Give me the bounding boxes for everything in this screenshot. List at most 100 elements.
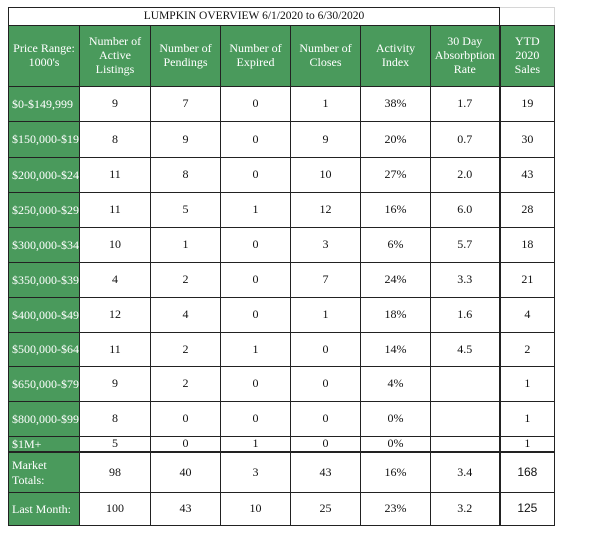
table-row: $200,000-$249,99911801027%2.043 — [8, 157, 556, 193]
pendings-cell: 5 — [150, 192, 221, 228]
closes-cell: 25 — [290, 491, 361, 526]
ytd-sales-cell: 18 — [498, 227, 556, 263]
header-expired: Number of Expired — [220, 25, 291, 87]
active-listings-cell: 11 — [79, 157, 151, 193]
price-range-cell: $1M+ — [8, 436, 80, 454]
ytd-sales-cell: 19 — [498, 86, 556, 122]
expired-cell: 0 — [220, 227, 291, 263]
ytd-sales-cell: 43 — [498, 157, 556, 193]
header-price-range: Price Range: 1000's — [8, 25, 80, 87]
activity-index-cell: 16% — [360, 192, 431, 228]
table-row: $800,000-$999,99980000%1 — [8, 401, 556, 437]
price-range-cell: $500,000-$649,999 — [8, 332, 80, 367]
activity-index-cell: 24% — [360, 262, 431, 298]
closes-cell: 0 — [290, 366, 361, 402]
ytd-sales-cell: 168 — [498, 451, 556, 493]
price-range-cell: Market Totals: — [8, 451, 80, 493]
header-closes: Number of Closes — [290, 25, 361, 87]
closes-cell: 1 — [290, 297, 361, 333]
table-row: $1M+ 5 0 1 0 0% 1 — [8, 436, 556, 454]
expired-cell: 0 — [220, 366, 291, 402]
pendings-cell: 9 — [150, 121, 221, 158]
closes-cell: 0 — [290, 436, 361, 454]
table-row: Market Totals: 98 40 3 43 16% 3.4 168 — [8, 451, 556, 493]
header-ytd-sales: YTD 2020 Sales — [498, 25, 556, 87]
active-listings-cell: 9 — [79, 86, 151, 122]
table-row: Last Month: 100 43 10 25 23% 3.2 125 — [8, 491, 556, 526]
expired-cell: 0 — [220, 401, 291, 437]
expired-cell: 0 — [220, 121, 291, 158]
closes-cell: 10 — [290, 157, 361, 193]
active-listings-cell: 11 — [79, 192, 151, 228]
table-row: $350,000-$399,999420724%3.321 — [8, 262, 556, 298]
activity-index-cell: 0% — [360, 401, 431, 437]
pendings-cell: 1 — [150, 227, 221, 263]
closes-cell: 0 — [290, 332, 361, 367]
expired-cell: 10 — [220, 491, 291, 526]
absorption-rate-cell: 3.2 — [429, 491, 501, 526]
expired-cell: 0 — [220, 297, 291, 333]
closes-cell: 0 — [290, 401, 361, 437]
active-listings-cell: 9 — [79, 366, 151, 402]
closes-cell: 1 — [290, 86, 361, 122]
table-row: $400,000-$499,9991240118%1.64 — [8, 297, 556, 333]
pendings-cell: 4 — [150, 297, 221, 333]
table-row: $0-$149,999 9 7 0 1 38% 1.7 19 — [8, 86, 556, 122]
table-row: $250,000-$299,99911511216%6.028 — [8, 192, 556, 228]
ytd-sales-cell: 125 — [498, 491, 556, 526]
activity-index-cell: 4% — [360, 366, 431, 402]
ytd-sales-cell: 4 — [498, 297, 556, 333]
expired-cell: 1 — [220, 436, 291, 454]
report-title: LUMPKIN OVERVIEW 6/1/2020 to 6/30/2020 — [7, 7, 501, 26]
price-range-cell: $650,000-$799,999 — [8, 366, 80, 402]
active-listings-cell: 100 — [79, 491, 151, 526]
price-range-cell: $150,000-$199,999 — [8, 121, 80, 158]
closes-cell: 3 — [290, 227, 361, 263]
pendings-cell: 2 — [150, 262, 221, 298]
absorption-rate-cell: 5.7 — [429, 227, 501, 263]
pendings-cell: 7 — [150, 86, 221, 122]
pendings-cell: 8 — [150, 157, 221, 193]
price-range-cell: Last Month: — [8, 491, 80, 526]
absorption-rate-cell — [429, 366, 501, 402]
expired-cell: 3 — [220, 451, 291, 493]
activity-index-cell: 6% — [360, 227, 431, 263]
pendings-cell: 0 — [150, 401, 221, 437]
table-body: $0-$149,999970138%1.719$150,000-$199,999… — [8, 86, 556, 526]
activity-index-cell: 14% — [360, 332, 431, 367]
table-row: $650,000-$799,99992004%1 — [8, 366, 556, 402]
activity-index-cell: 18% — [360, 297, 431, 333]
ytd-sales-cell: 1 — [498, 366, 556, 402]
activity-index-cell: 20% — [360, 121, 431, 158]
absorption-rate-cell: 4.5 — [429, 332, 501, 367]
price-range-cell: $350,000-$399,999 — [8, 262, 80, 298]
active-listings-cell: 11 — [79, 332, 151, 367]
price-range-cell: $0-$149,999 — [8, 86, 80, 122]
lumpkin-overview-table: LUMPKIN OVERVIEW 6/1/2020 to 6/30/2020 P… — [7, 7, 556, 526]
absorption-rate-cell: 1.6 — [429, 297, 501, 333]
pendings-cell: 0 — [150, 436, 221, 454]
active-listings-cell: 8 — [79, 121, 151, 158]
price-range-cell: $200,000-$249,999 — [8, 157, 80, 193]
pendings-cell: 2 — [150, 332, 221, 367]
absorption-rate-cell: 3.3 — [429, 262, 501, 298]
closes-cell: 12 — [290, 192, 361, 228]
active-listings-cell: 8 — [79, 401, 151, 437]
header-pendings: Number of Pendings — [150, 25, 221, 87]
absorption-rate-cell: 1.7 — [429, 86, 501, 122]
active-listings-cell: 98 — [79, 451, 151, 493]
pendings-cell: 40 — [150, 451, 221, 493]
active-listings-cell: 4 — [79, 262, 151, 298]
pendings-cell: 2 — [150, 366, 221, 402]
activity-index-cell: 23% — [360, 491, 431, 526]
absorption-rate-cell: 2.0 — [429, 157, 501, 193]
absorption-rate-cell — [429, 401, 501, 437]
table-row: $150,000-$199,999890920%0.730 — [8, 121, 556, 158]
ytd-sales-cell: 1 — [498, 436, 556, 454]
price-range-cell: $300,000-$349,999 — [8, 227, 80, 263]
table-row: $500,000-$649,9991121014%4.52 — [8, 332, 556, 367]
absorption-rate-cell: 6.0 — [429, 192, 501, 228]
expired-cell: 0 — [220, 157, 291, 193]
active-listings-cell: 5 — [79, 436, 151, 454]
closes-cell: 9 — [290, 121, 361, 158]
